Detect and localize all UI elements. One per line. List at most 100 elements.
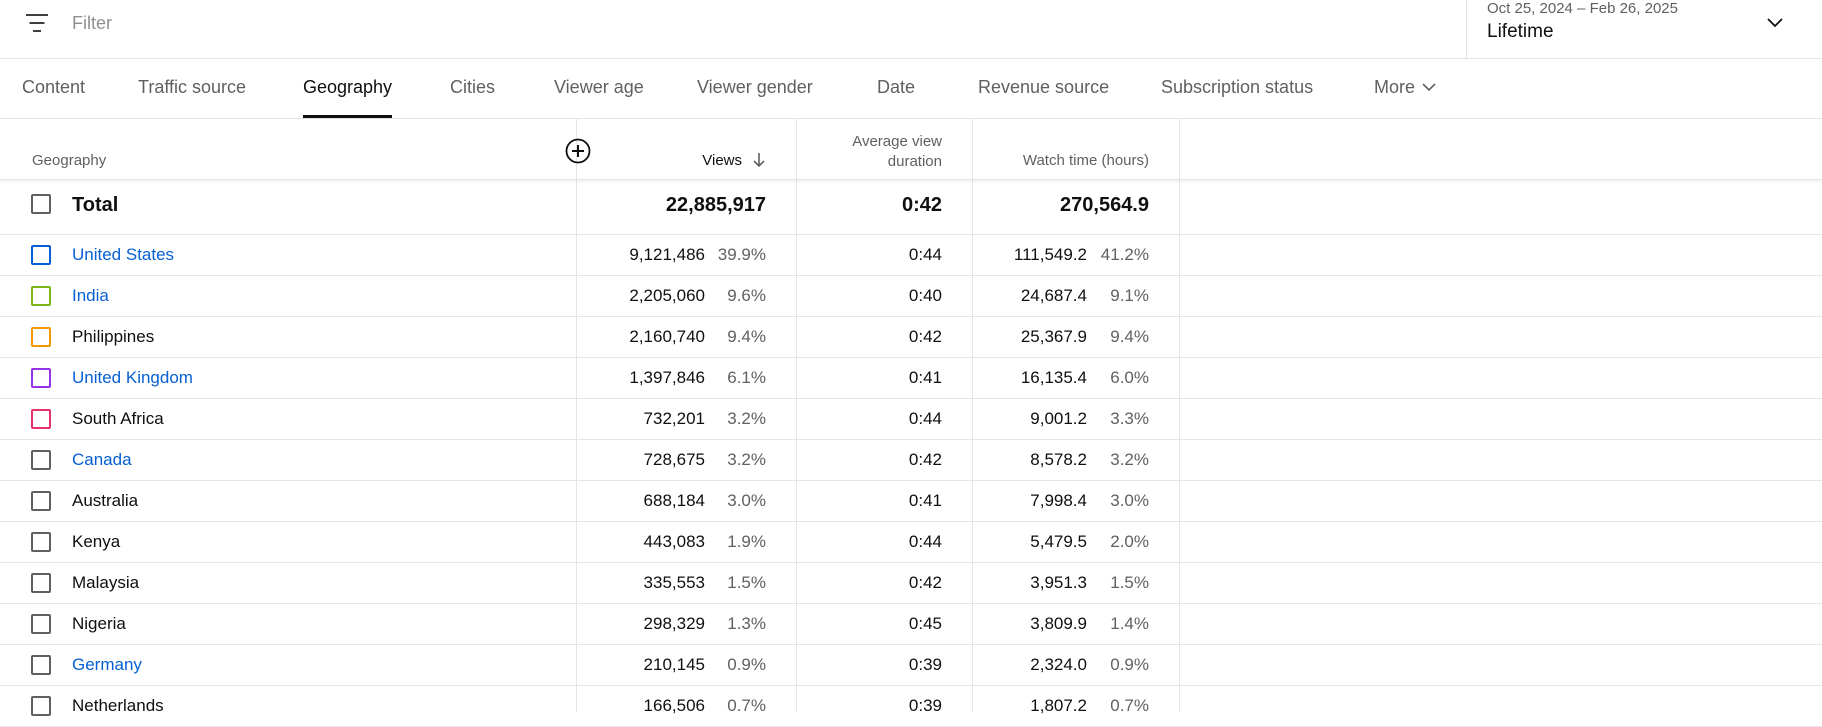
table-row: Malaysia 335,553 1.5% 0:42 3,951.3 1.5%	[0, 563, 1822, 604]
tab-label: Viewer gender	[697, 77, 813, 97]
watch-time-percent: 9.1%	[1110, 286, 1149, 305]
header-avg-view-duration[interactable]: Average view duration	[852, 132, 942, 172]
watch-time-percent: 41.2%	[1100, 245, 1149, 264]
table-row: South Africa 732,201 3.2% 0:44 9,001.2 3.3%	[0, 399, 1822, 440]
table-row: United Kingdom 1,397,846 6.1% 0:41 16,135.4 6…	[0, 358, 1822, 399]
watch-time-value: 2,324.0	[1030, 655, 1087, 674]
avg-duration-value: 0:39	[908, 655, 942, 674]
country-name: Kenya	[72, 532, 121, 551]
tab-content[interactable]: Content	[22, 59, 85, 118]
views-value: 1,397,846	[629, 368, 705, 387]
avg-duration-value: 0:44	[908, 409, 942, 428]
date-range-picker[interactable]: Oct 25, 2024 – Feb 26, 2025 Lifetime	[1466, 0, 1822, 58]
views-percent: 1.5%	[727, 573, 766, 592]
header-avg-line1: Average view	[852, 133, 942, 150]
row-checkbox[interactable]	[31, 573, 51, 593]
tab-date[interactable]: Date	[877, 59, 915, 118]
table-row: Canada 728,675 3.2% 0:42 8,578.2 3.2%	[0, 440, 1822, 481]
tab-label: Cities	[450, 77, 496, 97]
views-value: 298,329	[643, 614, 705, 633]
row-checkbox[interactable]	[31, 409, 51, 429]
watch-time-value: 111,549.2	[1013, 245, 1087, 264]
views-value: 9,121,486	[629, 245, 705, 264]
tab-more[interactable]: More	[1374, 59, 1437, 118]
avg-duration-value: 0:42	[908, 327, 942, 346]
tab-label: Subscription status	[1161, 77, 1314, 97]
watch-time-value: 8,578.2	[1030, 450, 1087, 469]
watch-time-percent: 0.9%	[1110, 655, 1149, 674]
country-name: South Africa	[72, 409, 164, 428]
filter-icon[interactable]	[24, 11, 50, 35]
country-name[interactable]: Canada	[72, 450, 132, 469]
table-row: Kenya 443,083 1.9% 0:44 5,479.5 2.0%	[0, 522, 1822, 563]
column-divider	[1179, 119, 1180, 712]
header-views[interactable]: Views	[702, 151, 766, 171]
tab-label: Geography	[303, 77, 393, 97]
row-checkbox[interactable]	[31, 245, 51, 265]
row-checkbox[interactable]	[31, 450, 51, 470]
tab-revenue-source[interactable]: Revenue source	[978, 59, 1109, 118]
watch-time-value: 7,998.4	[1030, 491, 1087, 510]
views-percent: 3.0%	[727, 491, 766, 510]
date-range-text: Oct 25, 2024 – Feb 26, 2025	[1487, 0, 1678, 17]
row-checkbox[interactable]	[31, 614, 51, 634]
watch-time-percent: 9.4%	[1110, 327, 1149, 346]
chevron-down-icon	[1422, 83, 1436, 92]
table-row: Australia 688,184 3.0% 0:41 7,998.4 3.0%	[0, 481, 1822, 522]
row-checkbox[interactable]	[31, 532, 51, 552]
country-name: Netherlands	[72, 696, 164, 715]
views-percent: 3.2%	[727, 409, 766, 428]
country-name[interactable]: United States	[72, 245, 175, 264]
header-watch-time[interactable]: Watch time (hours)	[1022, 152, 1149, 169]
row-checkbox[interactable]	[31, 368, 51, 388]
tab-geography[interactable]: Geography	[303, 59, 393, 118]
table-row: Netherlands 166,506 0.7% 0:39 1,807.2 0.7%	[0, 686, 1822, 727]
top-bar: Oct 25, 2024 – Feb 26, 2025 Lifetime	[0, 0, 1822, 59]
views-percent: 0.7%	[727, 696, 766, 715]
avg-duration-value: 0:40	[908, 286, 942, 305]
tab-viewer-gender[interactable]: Viewer gender	[697, 59, 813, 118]
table-row: Nigeria 298,329 1.3% 0:45 3,809.9 1.4%	[0, 604, 1822, 645]
country-name[interactable]: Germany	[72, 655, 142, 674]
tab-viewer-age[interactable]: Viewer age	[554, 59, 644, 118]
watch-time-value: 3,809.9	[1030, 614, 1087, 633]
total-row: Total 22,885,917 0:42 270,564.9	[0, 180, 1822, 235]
avg-duration-value: 0:42	[908, 573, 942, 592]
views-value: 166,506	[643, 696, 705, 715]
country-name[interactable]: United Kingdom	[72, 368, 193, 387]
views-value: 2,160,740	[629, 327, 705, 346]
views-percent: 1.9%	[727, 532, 766, 551]
avg-duration-value: 0:39	[908, 696, 942, 715]
header-views-label: Views	[702, 152, 742, 169]
tab-subscription-status[interactable]: Subscription status	[1161, 59, 1313, 118]
watch-time-percent: 3.3%	[1110, 409, 1149, 428]
country-name: Nigeria	[72, 614, 126, 633]
column-divider	[576, 119, 577, 712]
total-label: Total	[72, 194, 119, 216]
header-geography: Geography	[32, 152, 107, 169]
watch-time-percent: 3.0%	[1110, 491, 1149, 510]
total-checkbox[interactable]	[31, 194, 51, 214]
table-row: Philippines 2,160,740 9.4% 0:42 25,367.9 9.4%	[0, 317, 1822, 358]
row-checkbox[interactable]	[31, 696, 51, 716]
watch-time-value: 25,367.9	[1020, 327, 1087, 346]
tab-cities[interactable]: Cities	[450, 59, 495, 118]
avg-duration-value: 0:41	[908, 368, 942, 387]
row-checkbox[interactable]	[31, 655, 51, 675]
filter-input[interactable]	[72, 8, 572, 38]
avg-duration-value: 0:44	[908, 245, 942, 264]
watch-time-percent: 1.5%	[1110, 573, 1149, 592]
row-checkbox[interactable]	[31, 286, 51, 306]
total-avg-duration: 0:42	[901, 194, 942, 216]
views-value: 728,675	[643, 450, 705, 469]
views-percent: 9.6%	[727, 286, 766, 305]
report-tabs: Content Traffic source Geography Cities View…	[0, 59, 1822, 119]
tab-traffic-source[interactable]: Traffic source	[138, 59, 246, 118]
country-name[interactable]: India	[72, 286, 109, 305]
date-range-label: Lifetime	[1487, 21, 1554, 42]
add-metric-icon[interactable]	[565, 138, 591, 164]
avg-duration-value: 0:45	[908, 614, 942, 633]
chevron-down-icon	[1767, 18, 1783, 28]
row-checkbox[interactable]	[31, 327, 51, 347]
row-checkbox[interactable]	[31, 491, 51, 511]
